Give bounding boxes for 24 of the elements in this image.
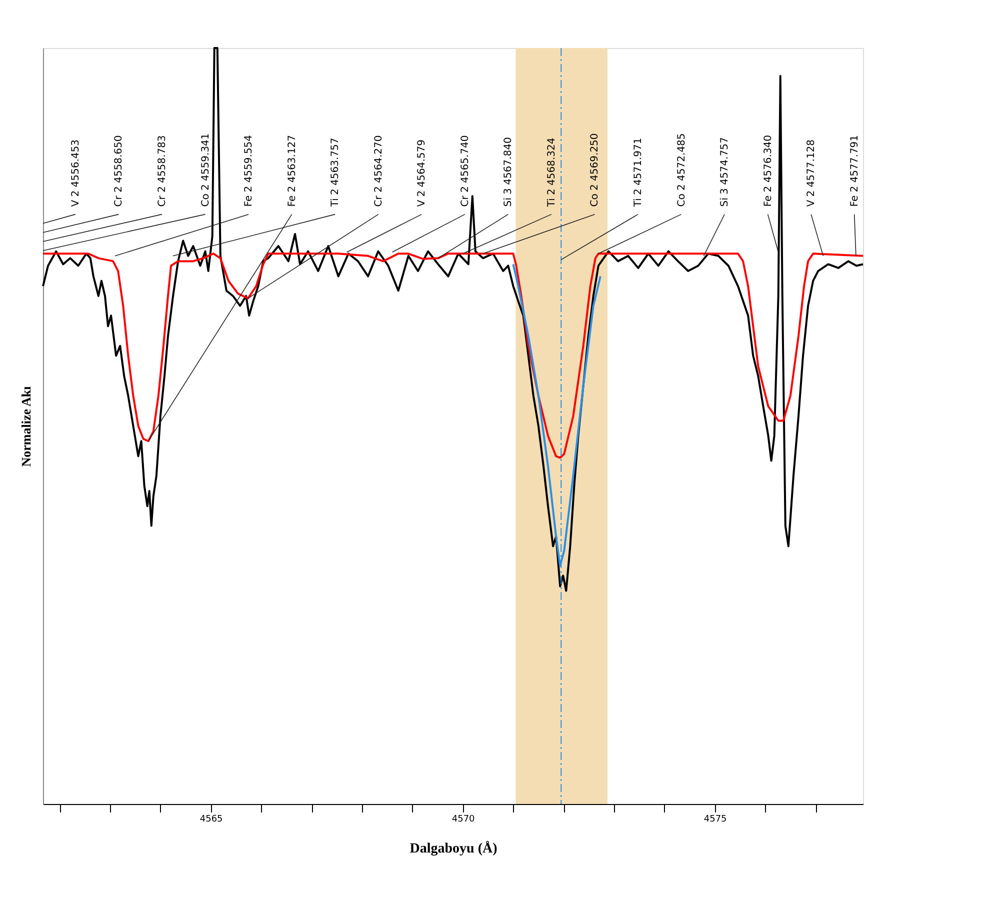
annotation: Fe 2 4563.127	[286, 134, 298, 207]
annotation: Cr 2 4565.740	[460, 135, 471, 207]
x-tick-label: 4575	[704, 814, 727, 824]
annotation: Ti 2 4571.971	[632, 138, 644, 208]
annotation: Fe 2 4576.340	[762, 134, 774, 207]
annotation: V 2 4556.453	[70, 139, 82, 207]
x-tick-label: 4565	[200, 814, 223, 824]
annotation: Co 2 4559.341	[200, 133, 212, 207]
annotation: Ti 2 4563.757	[330, 138, 342, 208]
y-axis-title: Normalize Akı	[18, 386, 34, 467]
annotation: Fe 2 4577.791	[849, 134, 860, 207]
annotation: Cr 2 4558.783	[156, 135, 168, 207]
annotation: Co 2 4572.485	[676, 133, 688, 207]
annotation: Si 3 4567.840	[503, 137, 514, 207]
annotation: Cr 2 4564.270	[373, 135, 384, 207]
annotation: Ti 2 4568.324	[546, 138, 558, 208]
annotation: Fe 2 4559.554	[244, 134, 255, 207]
annotation: Cr 2 4558.650	[114, 135, 125, 207]
annotation: Co 2 4569.250	[590, 133, 601, 207]
x-axis-title: Dalgaboyu (Å)	[410, 840, 498, 856]
x-tick-label: 4570	[452, 814, 476, 824]
annotation: V 2 4577.128	[806, 139, 818, 207]
annotation: V 2 4564.579	[416, 139, 428, 207]
annotation: Si 3 4574.757	[720, 137, 731, 207]
